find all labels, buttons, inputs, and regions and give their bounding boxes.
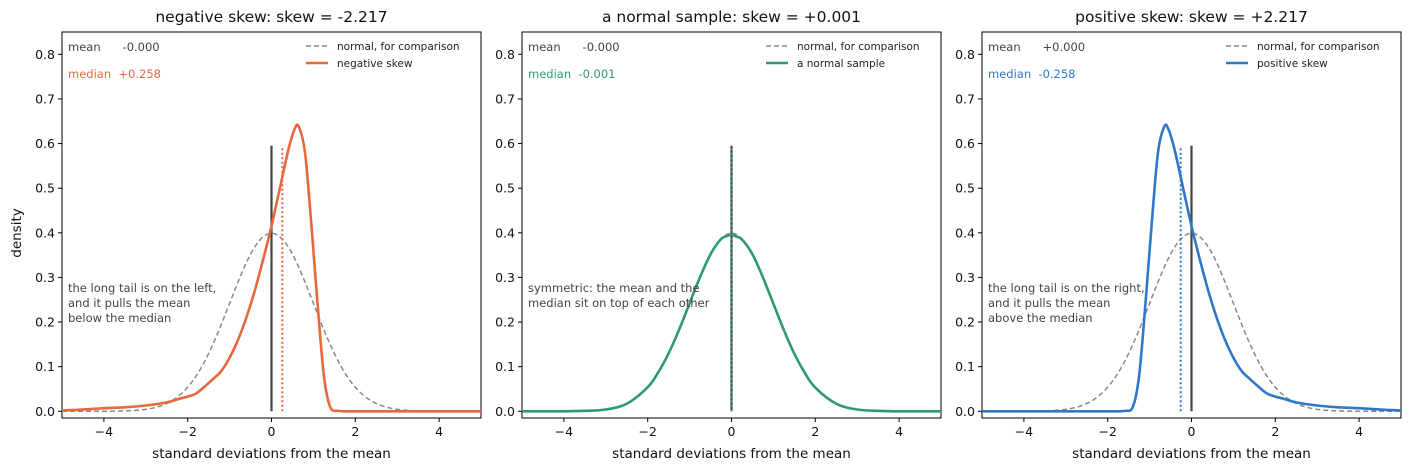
x-tick-label: 2: [811, 424, 819, 439]
y-tick-label: 0.6: [495, 136, 515, 151]
panel-title: positive skew: skew = +2.217: [1075, 8, 1308, 26]
plot-area: −4 −2 0 2 4 0.0 0.1 0.2 0.3 0.4 0.5 0.6 0.7 0.8: [35, 31, 482, 439]
x-tick-label: 0: [728, 424, 736, 439]
panel-positive-skew: positive skew: skew = +2.217 −4 −2 0 2 4 0.0 0…: [955, 8, 1402, 462]
median-stat-text: median -0.001: [528, 67, 616, 81]
y-tick-label: 0.1: [955, 359, 975, 374]
y-tick-label: 0.2: [955, 315, 975, 330]
y-tick-label: 0.4: [495, 225, 515, 240]
sample-density-line: [981, 123, 1402, 413]
mean-stat-text: mean -0.000: [68, 40, 160, 54]
y-tick-label: 0.6: [955, 136, 975, 151]
median-stat-text: median -0.258: [988, 67, 1076, 81]
x-axis-label: standard deviations from the mean: [612, 446, 851, 462]
legend: normal, for comparison a normal sample: [766, 41, 920, 70]
legend-label-normal: normal, for comparison: [1257, 41, 1380, 53]
legend: normal, for comparison negative skew: [306, 41, 460, 70]
y-tick-label: 0.5: [495, 181, 515, 196]
x-tick-label: 0: [268, 424, 276, 439]
plot-area: −4 −2 0 2 4 0.0 0.1 0.2 0.3 0.4 0.5 0.6 0.7 0.8: [495, 31, 942, 439]
x-tick-label: 2: [351, 424, 359, 439]
y-tick-label: 0.7: [35, 91, 55, 106]
y-tick-label: 0.8: [495, 47, 515, 62]
y-tick-label: 0.0: [955, 404, 975, 419]
x-tick-label: 2: [1271, 424, 1279, 439]
legend-label-normal: normal, for comparison: [797, 41, 920, 53]
legend-label-series: positive skew: [1257, 58, 1328, 70]
x-axis-label: standard deviations from the mean: [1072, 446, 1311, 462]
legend-label-normal: normal, for comparison: [337, 41, 460, 53]
annotation-line-2: and it pulls the mean: [988, 296, 1110, 310]
x-tick-label: −4: [1015, 424, 1033, 439]
legend-label-series: negative skew: [337, 58, 413, 70]
y-tick-label: 0.3: [35, 270, 55, 285]
panel-negative-skew: negative skew: skew = -2.217 −4 −2 0 2 4 0.0 0…: [9, 8, 482, 462]
mean-stat-text: mean -0.000: [528, 40, 620, 54]
x-tick-label: −4: [95, 424, 113, 439]
plot-area: −4 −2 0 2 4 0.0 0.1 0.2 0.3 0.4 0.5 0.6 0.7 0.8: [955, 31, 1402, 439]
sample-density-line: [61, 123, 482, 413]
y-tick-label: 0.8: [955, 47, 975, 62]
median-stat-text: median +0.258: [68, 67, 161, 81]
x-tick-label: −4: [555, 424, 573, 439]
panel-title: a normal sample: skew = +0.001: [602, 8, 861, 26]
y-tick-label: 0.4: [35, 225, 55, 240]
annotation-line-3: below the median: [68, 311, 171, 325]
annotation-line-1: the long tail is on the right,: [988, 281, 1145, 295]
y-tick-label: 0.0: [495, 404, 515, 419]
x-axis-label: standard deviations from the mean: [152, 446, 391, 462]
y-tick-label: 0.7: [955, 91, 975, 106]
x-tick-label: −2: [1098, 424, 1116, 439]
y-tick-label: 0.2: [35, 315, 55, 330]
y-tick-label: 0.5: [35, 181, 55, 196]
x-tick-label: 0: [1188, 424, 1196, 439]
x-tick-label: −2: [638, 424, 656, 439]
y-tick-label: 0.3: [955, 270, 975, 285]
y-axis-label: density: [9, 208, 25, 258]
y-tick-label: 0.3: [495, 270, 515, 285]
x-tick-label: 4: [435, 424, 443, 439]
annotation-line-3: above the median: [988, 311, 1093, 325]
y-tick-label: 0.0: [35, 404, 55, 419]
annotation-line-2: median sit on top of each other: [528, 296, 710, 310]
y-tick-label: 0.8: [35, 47, 55, 62]
annotation-line-1: symmetric: the mean and the: [528, 281, 700, 295]
legend: normal, for comparison positive skew: [1226, 41, 1380, 70]
y-tick-label: 0.4: [955, 225, 975, 240]
legend-label-series: a normal sample: [797, 58, 885, 70]
x-tick-label: 4: [895, 424, 903, 439]
x-tick-label: −2: [178, 424, 196, 439]
x-tick-label: 4: [1355, 424, 1363, 439]
y-tick-label: 0.1: [35, 359, 55, 374]
y-tick-label: 0.1: [495, 359, 515, 374]
mean-stat-text: mean +0.000: [988, 40, 1085, 54]
annotation-line-2: and it pulls the mean: [68, 296, 190, 310]
annotation-line-1: the long tail is on the left,: [68, 281, 216, 295]
y-tick-label: 0.2: [495, 315, 515, 330]
y-tick-label: 0.6: [35, 136, 55, 151]
y-tick-label: 0.5: [955, 181, 975, 196]
y-tick-label: 0.7: [495, 91, 515, 106]
panel-normal-sample: a normal sample: skew = +0.001 −4 −2 0 2 4 0.…: [495, 8, 942, 462]
panel-title: negative skew: skew = -2.217: [155, 8, 387, 26]
